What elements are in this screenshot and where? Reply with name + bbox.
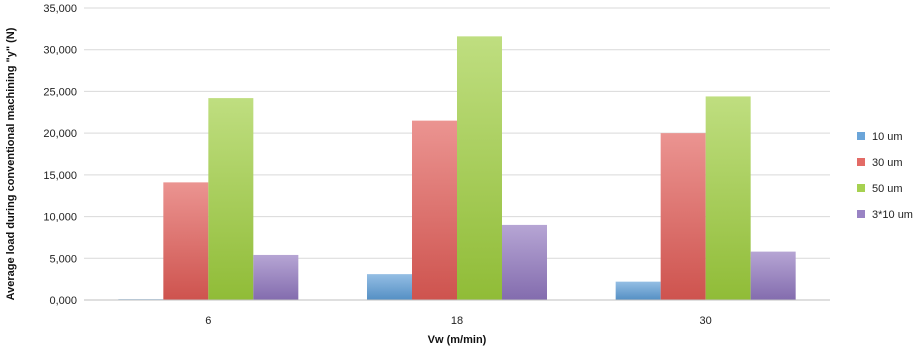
y-tick-label: 0,000 <box>49 295 77 307</box>
x-tick-labels: 6 18 30 <box>205 315 712 327</box>
bar-50-um-18 <box>457 36 502 300</box>
bar-30-um-18 <box>412 120 457 300</box>
bar-3-10-um-18 <box>502 224 547 300</box>
x-tick-label: 6 <box>205 315 211 327</box>
bar-50-um-30 <box>705 96 751 300</box>
legend-swatch <box>857 184 865 192</box>
legend-label: 3*10 um <box>872 209 913 221</box>
legend-swatch <box>857 210 865 218</box>
x-axis-title: Vw (m/min) <box>428 334 487 346</box>
bar-50-um-6 <box>208 98 254 300</box>
legend-label: 50 um <box>872 183 903 195</box>
bar-10-um-18 <box>367 274 412 300</box>
y-tick-label: 30,000 <box>43 45 77 57</box>
bar-30-um-6 <box>163 182 209 300</box>
legend-label: 10 um <box>872 131 903 143</box>
legend-swatch <box>857 158 865 166</box>
legend-swatch <box>857 132 865 140</box>
bars <box>118 36 796 300</box>
x-tick-label: 18 <box>451 315 463 327</box>
y-tick-label: 10,000 <box>43 212 77 224</box>
x-tick-label: 30 <box>700 315 712 327</box>
y-tick-labels: 0,000 5,000 10,000 15,000 20,000 25,000 30,000… <box>43 3 77 307</box>
bar-3-10-um-6 <box>253 254 299 300</box>
legend-label: 30 um <box>872 157 903 169</box>
y-axis-title: Average load during conventional machini… <box>5 27 17 300</box>
y-tick-label: 35,000 <box>43 3 77 15</box>
bar-30-um-30 <box>660 133 706 300</box>
y-tick-label: 20,000 <box>43 128 77 140</box>
bar-3-10-um-30 <box>750 251 796 300</box>
y-tick-label: 5,000 <box>49 253 77 265</box>
legend: 10 um 30 um 50 um 3*10 um <box>857 131 913 221</box>
bar-10-um-30 <box>615 281 661 300</box>
y-tick-label: 15,000 <box>43 170 77 182</box>
y-tick-label: 25,000 <box>43 86 77 98</box>
